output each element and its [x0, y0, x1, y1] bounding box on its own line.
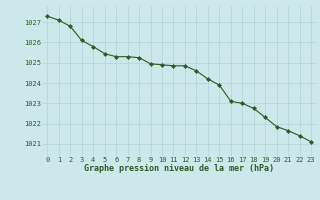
X-axis label: Graphe pression niveau de la mer (hPa): Graphe pression niveau de la mer (hPa)	[84, 164, 274, 173]
